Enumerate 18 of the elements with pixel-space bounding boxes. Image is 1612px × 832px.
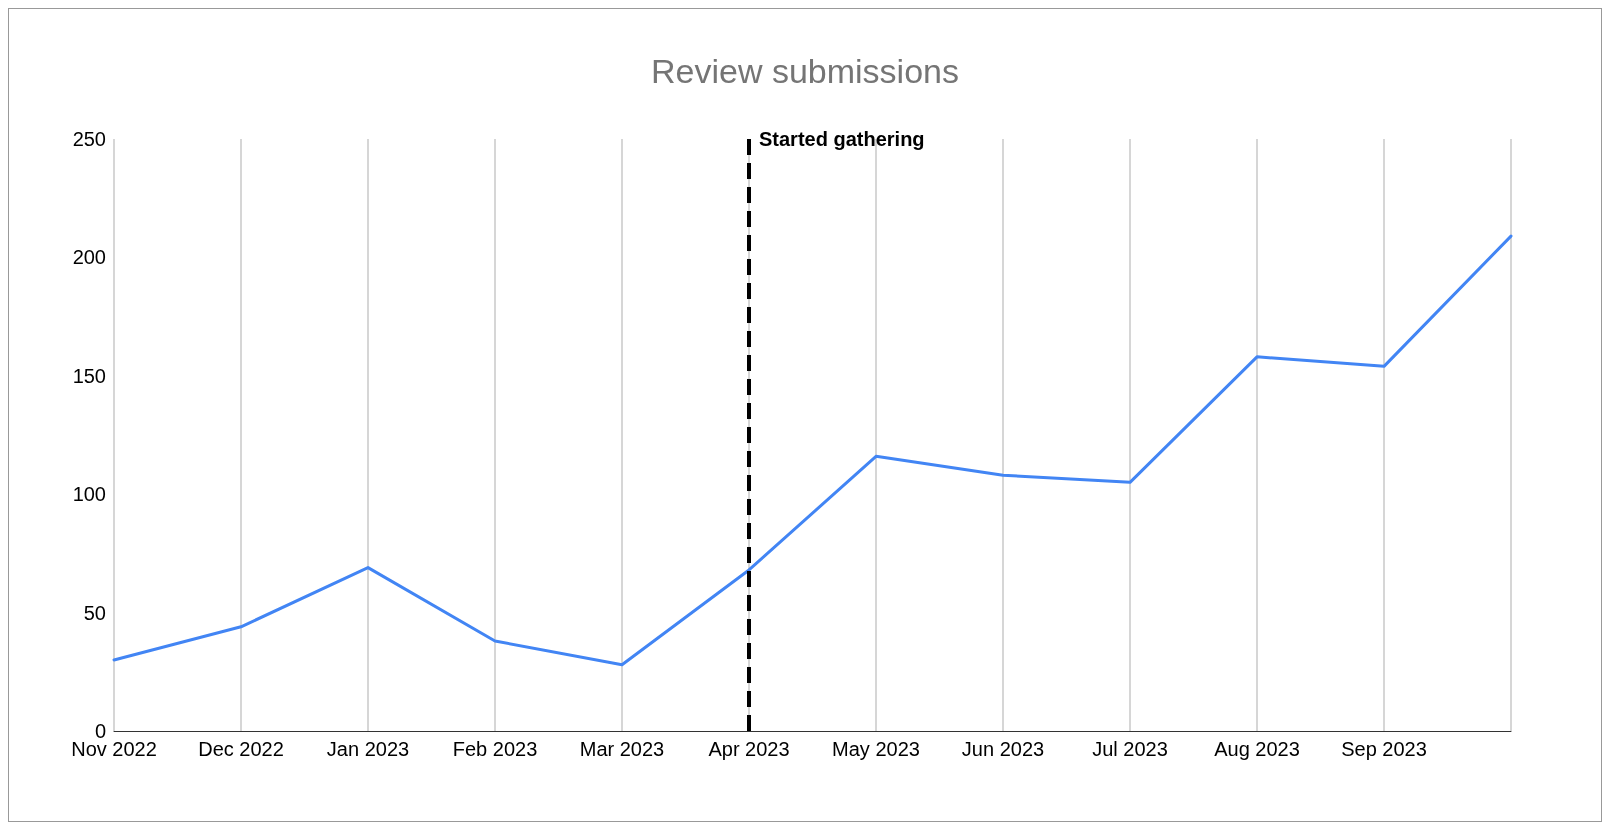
x-tick-label: Aug 2023 — [1214, 738, 1300, 760]
x-tick-label: Jul 2023 — [1092, 738, 1168, 760]
y-tick-label: 150 — [72, 364, 106, 387]
x-tick-label: May 2023 — [832, 738, 920, 760]
chart-title: Review submissions — [651, 52, 959, 90]
x-tick-label: Feb 2023 — [452, 738, 538, 760]
y-tick-label: 200 — [72, 246, 106, 269]
x-tick-label: Jun 2023 — [961, 738, 1045, 760]
y-tick-label: 250 — [72, 128, 106, 150]
y-tick-label: 100 — [72, 483, 106, 506]
x-tick-label: Dec 2022 — [198, 738, 284, 760]
x-tick-label: Jan 2023 — [326, 738, 410, 760]
x-tick-label: Apr 2023 — [708, 738, 790, 760]
y-tick-label: 50 — [83, 601, 106, 624]
x-tick-label: Sep 2023 — [1341, 738, 1427, 760]
ref-line-label: Started gathering — [759, 128, 925, 150]
line-series — [112, 234, 1513, 667]
x-tick-label: Mar 2023 — [579, 738, 665, 760]
